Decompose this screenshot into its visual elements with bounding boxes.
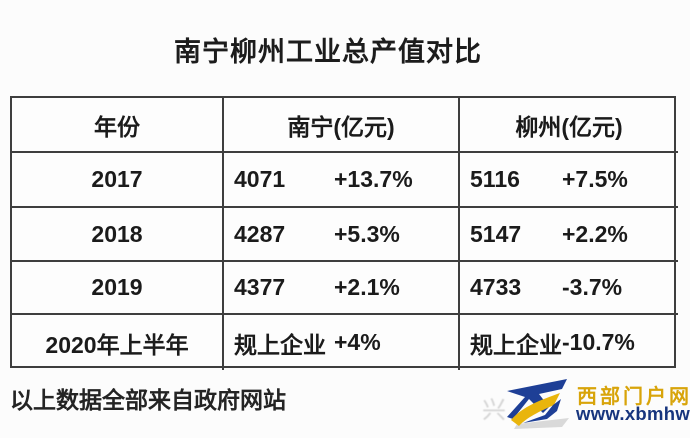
- nanning-cell: 4071 +13.7%: [224, 153, 460, 208]
- faint-stamp-mark: 兴: [482, 397, 506, 424]
- nanning-value: 4377: [234, 274, 286, 300]
- year-cell: 2018: [12, 208, 224, 262]
- nanning-cell: 规上企业 +4%: [224, 315, 460, 370]
- year-cell: 2017: [12, 153, 224, 208]
- nanning-value: 规上企业: [234, 331, 326, 358]
- column-header-nanning: 南宁(亿元): [224, 98, 460, 153]
- column-header-year: 年份: [12, 98, 224, 153]
- liuzhou-cell: 5116 +7.5%: [460, 153, 678, 208]
- nanning-growth: +5.3%: [334, 220, 400, 247]
- page-title: 南宁柳州工业总产值对比: [174, 37, 482, 67]
- nanning-growth: +2.1%: [334, 274, 400, 300]
- site-url-label: www.xbmhw.com: [576, 403, 690, 424]
- liuzhou-growth: +7.5%: [562, 166, 628, 192]
- liuzhou-value: 5116: [470, 166, 520, 192]
- data-source-note: 以上数据全部来自政府网站: [10, 387, 286, 413]
- liuzhou-value: 4733: [470, 274, 522, 300]
- site-name-label: 西部门户网: [577, 386, 690, 408]
- year-cell: 2020年上半年: [12, 315, 224, 370]
- nanning-value: 4071: [234, 166, 286, 192]
- nanning-growth: +13.7%: [334, 166, 413, 192]
- liuzhou-growth: +2.2%: [562, 220, 628, 247]
- comparison-table: 年份 南宁(亿元) 柳州(亿元) 2017 4071 +13.7% 5116 +…: [10, 96, 678, 370]
- liuzhou-cell: 5147 +2.2%: [460, 208, 678, 262]
- site-watermark: 兴 西部门户网 www.xbmhw.com: [478, 372, 690, 434]
- liuzhou-value: 规上企业: [470, 331, 562, 358]
- liuzhou-value: 5147: [470, 220, 522, 247]
- year-cell: 2019: [12, 262, 224, 315]
- liuzhou-cell: 4733 -3.7%: [460, 262, 678, 315]
- liuzhou-growth: -3.7%: [562, 274, 623, 300]
- liuzhou-cell: 规上企业 -10.7%: [460, 315, 678, 370]
- nanning-cell: 4377 +2.1%: [224, 262, 460, 315]
- nanning-value: 4287: [234, 220, 286, 247]
- column-header-liuzhou: 柳州(亿元): [460, 98, 678, 153]
- nanning-growth: +4%: [334, 329, 381, 355]
- liuzhou-growth: -10.7%: [562, 329, 635, 355]
- nanning-cell: 4287 +5.3%: [224, 208, 460, 262]
- xbmhw-logo-icon: [503, 375, 573, 437]
